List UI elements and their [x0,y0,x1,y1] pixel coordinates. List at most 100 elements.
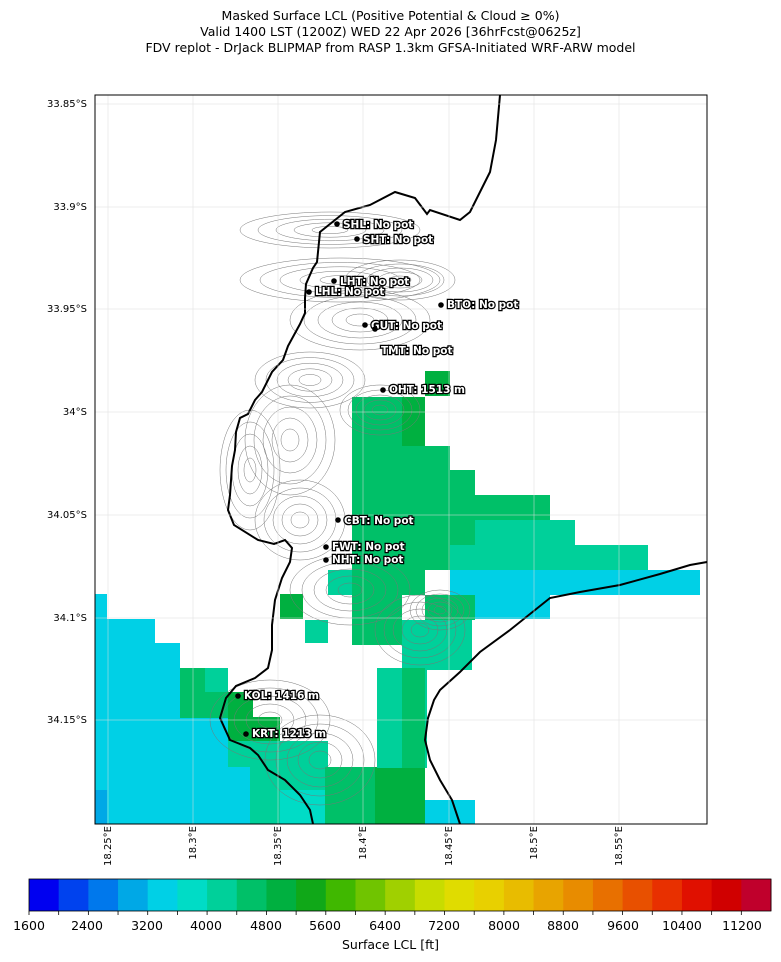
x-tick-label: 18.4°E [358,826,369,860]
lcl-cell [95,594,107,824]
terrain-contour [347,389,413,431]
terrain-contour [355,394,405,426]
colorbar-swatch [474,879,505,911]
station-dot [334,221,340,227]
colorbar-swatch [177,879,208,911]
y-tick-label: 33.85°S [47,99,87,110]
terrain-contour [433,605,447,615]
colorbar-tick-label: 8000 [488,918,520,933]
lcl-cell [425,595,475,620]
terrain-contour [311,226,349,234]
y-tick-label: 33.9°S [53,202,87,213]
station-label: GUT: No pot [371,320,442,332]
lcl-cell [375,767,425,824]
station-label: FWT: No pot [332,541,405,553]
colorbar-tick-label: 7200 [428,918,460,933]
colorbar-swatch [563,879,594,911]
colorbar-tick-label: 9600 [607,918,639,933]
terrain-contour [279,266,401,294]
lcl-cell [280,790,325,824]
terrain-contour [409,589,471,631]
map-border [94,94,708,825]
colorbar-swatch [355,879,386,911]
terrain-contour [339,384,421,436]
terrain-contour [287,368,333,392]
terrain-contour [253,395,327,485]
lcl-cell [205,668,228,692]
colorbar-tick-label: 3200 [131,918,163,933]
lcl-cell [250,717,280,741]
colorbar-tick-label: 4800 [250,918,282,933]
terrain-contour [271,417,309,463]
coastline [218,94,708,825]
colorbar-tick-label: 1600 [13,918,45,933]
colorbar-swatch [652,879,683,911]
x-tick-label: 18.35°E [273,826,284,866]
colorbar-swatch [58,879,89,911]
terrain-contour [392,608,448,652]
colorbar-border [28,878,772,912]
station-dot [331,278,337,284]
station-label: NHT: No pot [332,554,403,566]
x-tick-label: 18.25°E [103,826,114,866]
terrain-contour [363,399,397,421]
terrain-contour [297,741,343,779]
terrain-contour [225,421,275,519]
station-label: TMT: No pot [381,345,452,357]
terrain-contour [371,404,389,416]
lcl-cell [450,570,550,595]
lcl-cell [450,545,575,570]
lcl-cell [325,767,375,824]
chart-title-line-3: FDV replot - DrJack BLIPMAP from RASP 1.… [145,40,636,55]
lcl-cell [425,371,450,396]
station-dot [362,322,368,328]
colorbar-swatch [296,879,327,911]
terrain-contour [421,597,459,623]
terrain-contour [262,406,318,474]
colorbar-swatch [711,879,742,911]
terrain-contour [345,313,375,327]
terrain-contour [410,622,430,638]
terrain-contour [254,479,346,561]
terrain-contour [276,362,344,398]
terrain-contour [257,215,403,245]
station-label: SHL: No pot [343,219,413,231]
y-tick-label: 34.05°S [47,510,87,521]
terrain-contour [415,593,465,627]
colorbar-swatch [592,879,624,911]
station-label: LHL: No pot [315,286,384,298]
station-label: BTO: No pot [447,299,518,311]
lcl-cell [402,570,425,595]
station-dot [243,731,249,737]
station-label: OHT: 1513 m [389,384,465,396]
lcl-cell [328,570,352,595]
graticule-lines [95,95,707,824]
terrain-contour [265,357,355,403]
x-tick-label: 18.45°E [444,826,455,866]
colorbar-tick-label: 5600 [309,918,341,933]
station-label: SHT: No pot [363,234,433,246]
colorbar-swatch [236,879,267,911]
terrain-contour [231,433,269,507]
lcl-cell [402,620,472,670]
terrain-contour [264,714,376,806]
colorbar-swatch [681,879,713,911]
terrain-contour [280,428,300,452]
terrain-contour [286,732,354,788]
colorbar-swatch [88,879,119,911]
station-dot [235,693,241,699]
chart-title-line-2: Valid 1400 LST (1200Z) WED 22 Apr 2026 [… [200,24,581,39]
x-tick-label: 18.5°E [529,826,540,860]
terrain-contour [383,601,457,659]
colorbar-swatch [207,879,238,911]
colorbar-tick-label: 8800 [547,918,579,933]
terrain-contour [254,351,366,409]
colorbar-title: Surface LCL [ft] [341,937,440,952]
terrain-contour [366,267,434,293]
station-dot [438,302,444,308]
lcl-cell [352,570,402,595]
terrain-contour [281,503,319,537]
lcl-cell [575,545,648,570]
